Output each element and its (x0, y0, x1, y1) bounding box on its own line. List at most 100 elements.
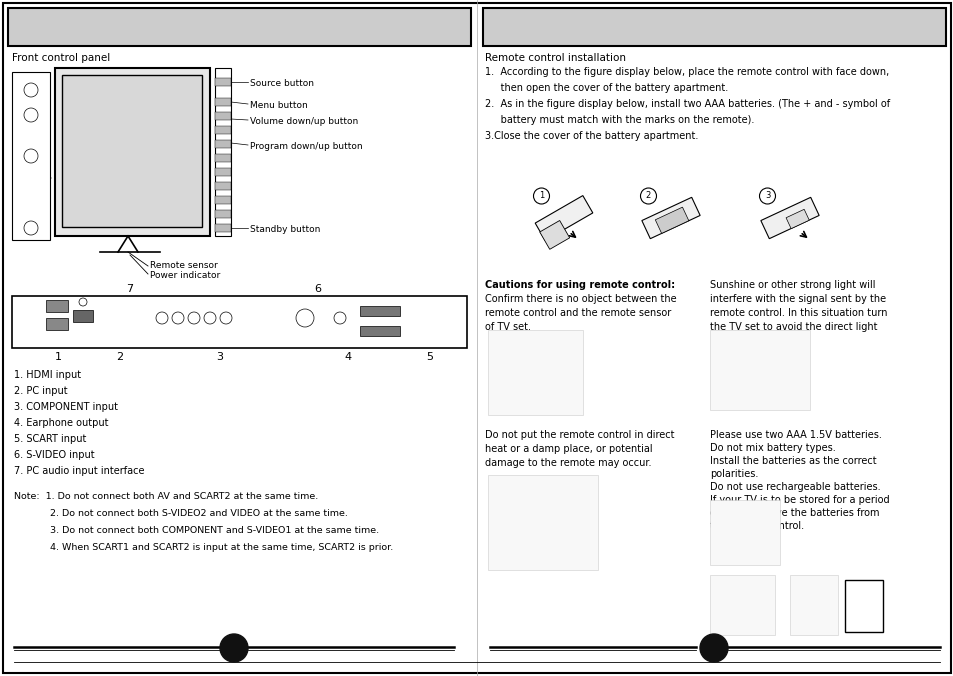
Text: HDMI2: HDMI2 (14, 320, 32, 325)
Polygon shape (641, 197, 700, 239)
Text: interfere with the signal sent by the: interfere with the signal sent by the (709, 294, 885, 304)
Text: polarities.: polarities. (709, 469, 758, 479)
Bar (214, 182, 231, 190)
Text: PC AUDIO IN: PC AUDIO IN (67, 298, 97, 303)
Text: Do not mix battery types.: Do not mix battery types. (709, 443, 835, 453)
Circle shape (24, 149, 38, 163)
Text: Power indicator: Power indicator (150, 271, 220, 280)
Bar (12, 296, 467, 348)
Text: Ω: Ω (336, 326, 341, 331)
Circle shape (700, 634, 727, 662)
Text: battery must match with the marks on the remote).: battery must match with the marks on the… (484, 115, 754, 125)
Text: 3.Close the cover of the battery apartment.: 3.Close the cover of the battery apartme… (484, 131, 698, 141)
Bar (709, 330, 809, 410)
Bar (482, 8, 945, 46)
Bar (844, 580, 882, 632)
Polygon shape (535, 195, 592, 241)
Bar (214, 210, 231, 218)
Text: L: L (30, 144, 32, 149)
Text: of TV set.: of TV set. (484, 322, 531, 332)
Text: heat or a damp place, or potential: heat or a damp place, or potential (484, 444, 652, 454)
Circle shape (334, 312, 346, 324)
Bar (214, 224, 231, 232)
Text: remote control and the remote sensor: remote control and the remote sensor (484, 308, 671, 318)
Text: then open the cover of the battery apartment.: then open the cover of the battery apart… (484, 83, 727, 93)
Circle shape (188, 312, 200, 324)
Text: the TV set to avoid the direct light: the TV set to avoid the direct light (709, 322, 877, 332)
Text: R: R (30, 124, 32, 129)
Text: 2. Do not connect both S-VIDEO2 and VIDEO at the same time.: 2. Do not connect both S-VIDEO2 and VIDE… (14, 509, 348, 518)
Text: Menu button: Menu button (250, 101, 308, 110)
Text: 3. Do not connect both COMPONENT and S-VIDEO1 at the same time.: 3. Do not connect both COMPONENT and S-V… (14, 526, 378, 535)
Text: Do not put the remote control in direct: Do not put the remote control in direct (484, 430, 674, 440)
Text: 4. Earphone output: 4. Earphone output (14, 418, 109, 428)
Text: Y: Y (161, 327, 163, 331)
Bar (12, 72, 50, 240)
Text: 2. PC input: 2. PC input (14, 386, 68, 396)
Text: 5. SCART input: 5. SCART input (14, 434, 87, 444)
Text: S-VIDEO2: S-VIDEO2 (19, 78, 43, 83)
Text: FRONT PANEL CONTROLS AND CONNECTION OPTIONS: FRONT PANEL CONTROLS AND CONNECTION OPTI… (78, 14, 392, 24)
Circle shape (533, 188, 549, 204)
Text: 3: 3 (764, 191, 769, 201)
Circle shape (156, 312, 168, 324)
Text: 1: 1 (538, 191, 543, 201)
Text: Source button: Source button (250, 79, 314, 88)
Text: 3. COMPONENT input: 3. COMPONENT input (14, 402, 118, 412)
Circle shape (220, 312, 232, 324)
Bar (73, 310, 92, 322)
Circle shape (79, 298, 87, 306)
Polygon shape (539, 220, 569, 249)
Polygon shape (655, 207, 688, 233)
Bar (709, 500, 780, 565)
Text: Confirm there is no object between the: Confirm there is no object between the (484, 294, 676, 304)
Bar (709, 575, 774, 635)
Bar (359, 306, 399, 316)
Text: Pr/Cr: Pr/Cr (189, 327, 199, 331)
Text: SAT IN: SAT IN (223, 298, 236, 302)
Text: Please use two AAA 1.5V batteries.: Please use two AAA 1.5V batteries. (709, 430, 881, 440)
Text: Cautions for using remote control:: Cautions for using remote control: (484, 280, 675, 290)
Text: 1.  According to the figure display below, place the remote control with face do: 1. According to the figure display below… (484, 67, 888, 77)
Text: Pb/Cb: Pb/Cb (172, 327, 184, 331)
Text: 5: 5 (426, 352, 433, 362)
Text: —AUDIO—: —AUDIO— (202, 305, 224, 309)
Text: ANT IN: ANT IN (23, 216, 39, 221)
Text: Sunshine or other strong light will: Sunshine or other strong light will (709, 280, 875, 290)
Bar (359, 326, 399, 336)
Text: SCART2(AV): SCART2(AV) (365, 319, 395, 324)
Text: damage to the remote may occur.: damage to the remote may occur. (484, 458, 651, 468)
Text: Do not use rechargeable batteries.: Do not use rechargeable batteries. (709, 482, 880, 492)
Bar (55, 68, 210, 236)
Text: remote control. In this situation turn: remote control. In this situation turn (709, 308, 886, 318)
Circle shape (24, 108, 38, 122)
Text: SCART1(RGB): SCART1(RGB) (363, 298, 396, 303)
Text: the remote control.: the remote control. (709, 521, 803, 531)
Bar (214, 126, 231, 134)
Text: 2: 2 (116, 352, 124, 362)
Circle shape (24, 221, 38, 235)
Text: 6: 6 (314, 284, 321, 294)
Text: 3: 3 (216, 352, 223, 362)
Text: of time, remove the batteries from: of time, remove the batteries from (709, 508, 879, 518)
Bar (62, 75, 202, 227)
Text: 4: 4 (344, 352, 352, 362)
Text: COMPONENT IN: COMPONENT IN (175, 298, 214, 303)
Text: 4. When SCART1 and SCART2 is input at the same time, SCART2 is prior.: 4. When SCART1 and SCART2 is input at th… (14, 543, 393, 552)
Text: Front control panel: Front control panel (12, 53, 111, 63)
Bar (214, 154, 231, 162)
Text: Note:  1. Do not connect both AV and SCART2 at the same time.: Note: 1. Do not connect both AV and SCAR… (14, 492, 318, 501)
Bar (214, 68, 231, 236)
Circle shape (759, 188, 775, 204)
Text: R: R (224, 327, 227, 331)
Polygon shape (785, 210, 808, 228)
Bar (789, 575, 837, 635)
Circle shape (220, 634, 248, 662)
Text: 2: 2 (645, 191, 651, 201)
Text: AUDIO: AUDIO (23, 134, 39, 139)
Text: 5: 5 (230, 642, 237, 652)
Bar (46, 318, 68, 330)
Circle shape (172, 312, 184, 324)
Bar (46, 300, 68, 312)
Text: S-VIDEO 1: S-VIDEO 1 (293, 298, 317, 303)
